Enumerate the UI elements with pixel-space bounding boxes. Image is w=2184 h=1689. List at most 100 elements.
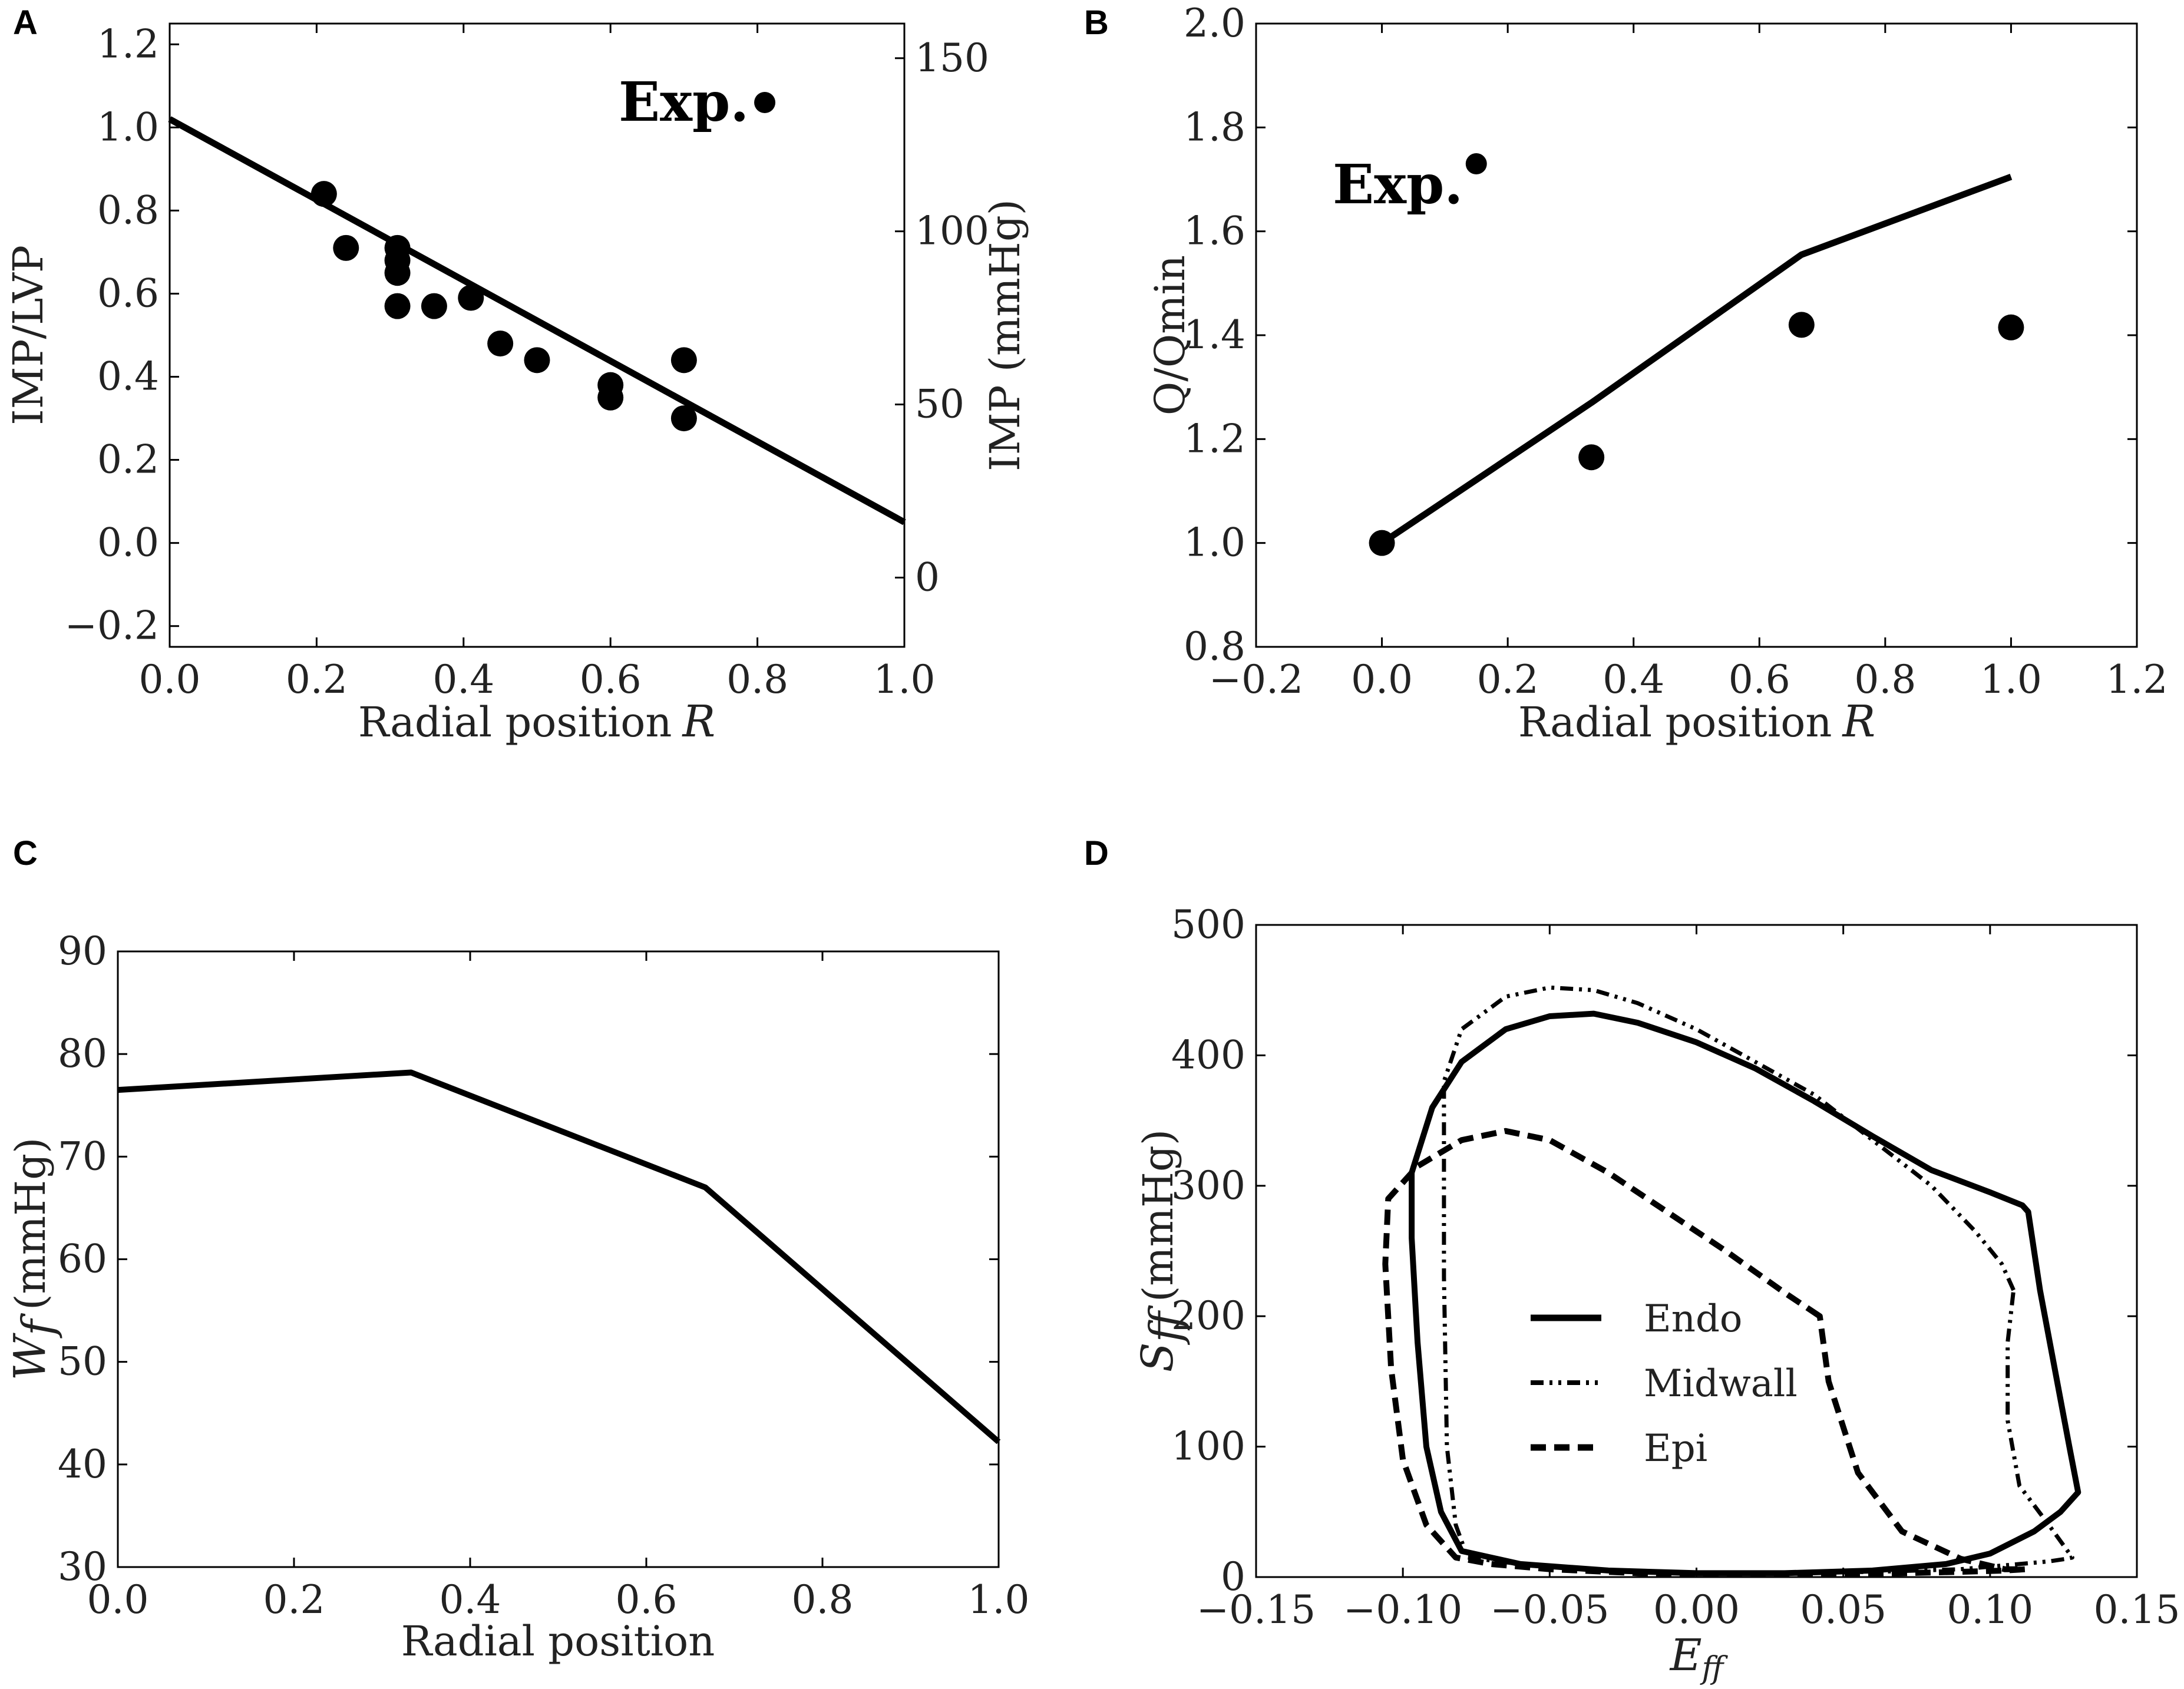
panel-c-y-tick-5-label: 80 — [58, 1031, 107, 1076]
panel-b-x-tick-2-label: 0.2 — [1477, 657, 1539, 702]
panel-d-y-tick-1-label: 100 — [1171, 1424, 1245, 1469]
panel-a-y-tick-7-label: 1.2 — [97, 21, 159, 67]
panel-b-legend-marker — [1465, 153, 1487, 175]
panel-a-y-tick-3-label: 0.4 — [97, 354, 159, 399]
panel-b-exp-point-1 — [1578, 444, 1605, 471]
panel-b-x-tick-3-label: 0.4 — [1603, 657, 1664, 702]
panel-a-y-tick-6-label: 1.0 — [97, 104, 159, 150]
panel-a-x-tick-4-label: 0.8 — [726, 657, 788, 702]
panel-c-y-axis-label-unit: (mmHg) — [6, 1138, 55, 1310]
panel-d-x-tick-5-label: 0.10 — [1947, 1587, 2033, 1632]
panel-d-x-tick-4-label: 0.05 — [1800, 1587, 1886, 1632]
panel-d-legend: Endo Midwall Epi — [1531, 1297, 1798, 1470]
panel-a-exp-point-11 — [597, 384, 624, 411]
panel-a-y2-tick-0-label: 0 — [915, 554, 940, 600]
panel-d-x-tick-1-label: −0.10 — [1343, 1587, 1462, 1632]
panel-d-x-axis-label: Eff — [1669, 1630, 1729, 1686]
panel-c-x-tick-1-label: 0.2 — [263, 1577, 325, 1622]
panel-a-y2-tick-2-label: 100 — [915, 209, 989, 254]
panel-a-x-tick-3-label: 0.6 — [580, 657, 642, 702]
panel-c-y-tick-6-label: 90 — [58, 928, 107, 974]
panel-a-exp-point-8 — [487, 330, 514, 357]
panel-a-legend-marker — [754, 92, 776, 114]
panel-b-letter: B — [1084, 4, 1109, 42]
panel-b-chart: 0.81.01.21.41.61.82.0 −0.2 0.0 0.2 0.4 0.6 0.… — [1146, 1, 2168, 747]
panel-d-x-ticks: −0.15 −0.10 −0.05 0.00 0.05 0.10 0.15 — [1197, 925, 2180, 1632]
panel-c-chart: 30 40 50 60 70 80 90 0.0 0.2 0.4 0.6 0.8 1.0 Wf(mmH… — [5, 928, 1029, 1665]
panel-b-y-tick-0-label: 0.8 — [1184, 624, 1245, 669]
panel-c-series-wf — [117, 1069, 1001, 1445]
panel-d-series-epi — [1382, 1128, 2028, 1578]
panel-d-y-tick-3-label: 300 — [1171, 1163, 1245, 1208]
panel-a-marks — [168, 92, 906, 525]
panel-a-x-axis-label-var: R — [681, 696, 715, 747]
panel-c-x-tick-5-label: 1.0 — [968, 1577, 1030, 1622]
panel-d-x-tick-3-label: 0.00 — [1653, 1587, 1740, 1632]
panel-c-y-tick-3-label: 60 — [58, 1237, 107, 1282]
panel-b-y-tick-1-label: 1.0 — [1184, 520, 1245, 566]
panel-d-y-axis-label-unit: (mmHg) — [1134, 1129, 1182, 1302]
panel-a-y-tick-2-label: 0.2 — [97, 437, 159, 482]
panel-c-letter: C — [13, 834, 38, 872]
panel-d-x-tick-0-label: −0.15 — [1197, 1587, 1316, 1632]
panel-d-y-tick-0-label: 0 — [1221, 1554, 1245, 1599]
panel-d-x-axis-label-sub: ff — [1700, 1651, 1729, 1686]
panel-c-x-tick-3-label: 0.6 — [616, 1577, 678, 1622]
panel-a-y2-ticks: 0 50 100 150 — [895, 35, 989, 600]
panel-c-y-axis-label: Wf(mmHg) — [5, 1138, 64, 1381]
panel-a-exp-point-1 — [333, 234, 359, 261]
panel-c-y-tick-0-label: 30 — [58, 1544, 107, 1589]
panel-c-y-tick-2-label: 50 — [58, 1339, 107, 1384]
panel-a-y-tick-4-label: 0.6 — [97, 270, 159, 316]
panel-a-exp-point-9 — [524, 347, 550, 374]
panel-d-y-ticks: 0 100 200 300 400 500 — [1171, 902, 2137, 1599]
panel-b-x-tick-5-label: 0.8 — [1854, 657, 1916, 702]
panel-a-y2-tick-1-label: 50 — [915, 382, 964, 427]
panel-b-y-tick-5-label: 1.8 — [1184, 104, 1245, 150]
panel-d-y-tick-2-label: 200 — [1171, 1293, 1245, 1338]
panel-b-x-ticks: −0.2 0.0 0.2 0.4 0.6 0.8 1.0 1.2 — [1209, 24, 2168, 702]
panel-a-y-tick-1-label: 0.0 — [97, 520, 159, 566]
panel-b-exp-point-2 — [1788, 312, 1815, 338]
panel-c-x-ticks: 0.0 0.2 0.4 0.6 0.8 1.0 — [87, 951, 1030, 1622]
panel-b-x-tick-4-label: 0.6 — [1729, 657, 1790, 702]
panel-d-x-axis-label-var: E — [1669, 1630, 1702, 1681]
panel-a-exp-point-12 — [670, 347, 697, 374]
panel-a-exp-point-13 — [670, 405, 697, 432]
panel-c-x-axis-label: Radial position — [401, 1617, 715, 1665]
panel-b-y-tick-3-label: 1.4 — [1184, 312, 1245, 358]
panel-d-y-axis-label: Sff(mmHg) — [1132, 1129, 1191, 1372]
panel-c-x-tick-0-label: 0.0 — [87, 1577, 149, 1622]
panel-a-exp-point-6 — [421, 293, 447, 319]
panel-b-y-tick-6-label: 2.0 — [1184, 1, 1245, 46]
panel-d-x-tick-2-label: −0.05 — [1490, 1587, 1609, 1632]
panel-a-x-tick-2-label: 0.4 — [432, 657, 494, 702]
panel-b-x-axis-label: Radial position R — [1518, 696, 1875, 747]
panel-b-x-axis-label-var: R — [1841, 696, 1875, 747]
panel-a-y-tick-5-label: 0.8 — [97, 187, 159, 233]
panel-b-y-tick-4-label: 1.6 — [1184, 209, 1245, 254]
panel-a-y-ticks: −0.2 0.0 0.2 0.4 0.6 0.8 1.0 1.2 — [65, 21, 179, 649]
panel-b-y-axis-label: Q/Qmin — [1146, 255, 1194, 415]
panel-a-exp-point-4 — [384, 260, 411, 286]
panel-a-exp-point-7 — [458, 285, 484, 311]
panel-c-y-tick-1-label: 40 — [58, 1442, 107, 1487]
legend-endo-label: Endo — [1644, 1297, 1742, 1341]
panel-a-exp-point-0 — [310, 181, 337, 207]
panel-b-y-tick-2-label: 1.2 — [1184, 416, 1245, 461]
panel-a-y-tick-0-label: −0.2 — [65, 603, 159, 649]
panel-d-chart: 0 100 200 300 400 500 −0.15 −0.10 −0.05 0.00 0.05… — [1132, 902, 2180, 1686]
panel-c-y-axis-label-var: W — [5, 1332, 55, 1380]
panel-d-y-tick-4-label: 400 — [1171, 1032, 1245, 1077]
panel-a-x-axis-label-text: Radial position — [358, 698, 672, 746]
panel-d-series-endo — [1409, 1010, 2081, 1576]
legend-epi-label: Epi — [1644, 1427, 1707, 1470]
panel-b-x-axis-label-text: Radial position — [1518, 698, 1832, 746]
panel-a-annotation: Exp. — [619, 70, 749, 134]
panel-a-y-axis-label: IMP/LVP — [4, 245, 52, 425]
panel-b-x-tick-7-label: 1.2 — [2106, 657, 2168, 702]
panel-d-marks — [1382, 985, 2081, 1578]
